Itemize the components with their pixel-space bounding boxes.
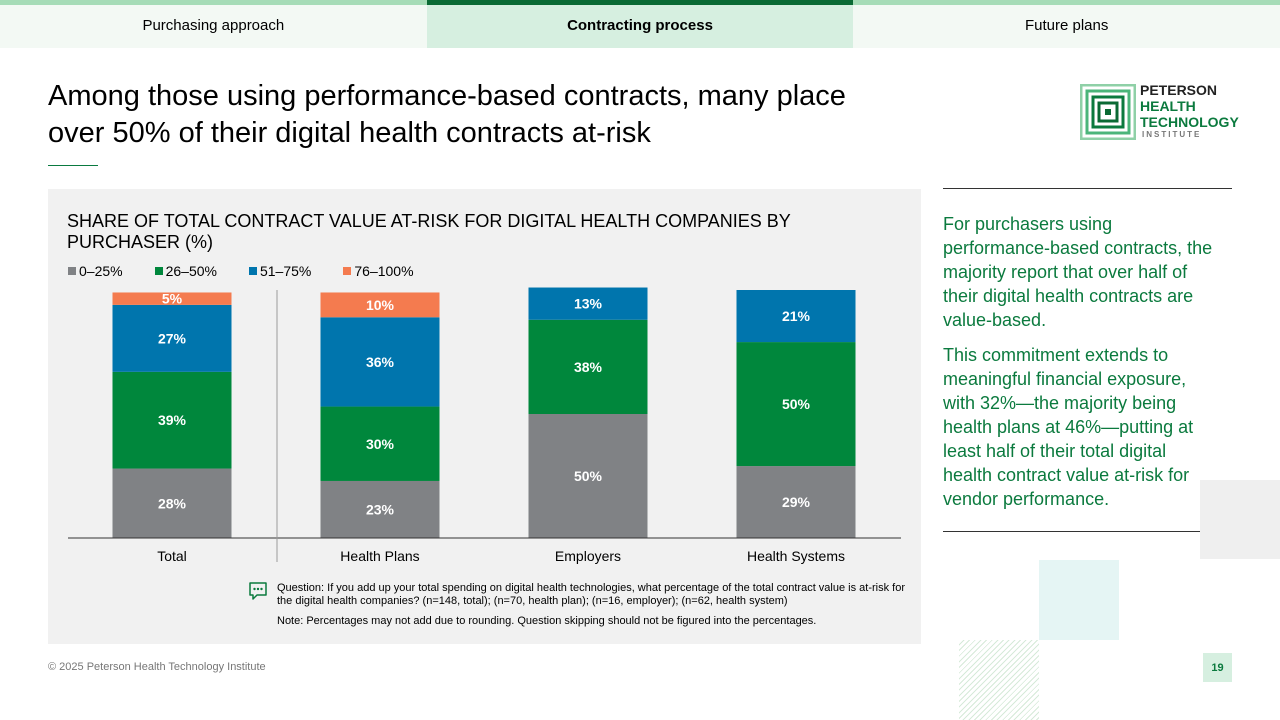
- page-number: 19: [1203, 653, 1232, 682]
- bar-label-0-3: 5%: [162, 291, 183, 307]
- logo-line-4: INSTITUTE: [1142, 130, 1202, 139]
- logo-wordmark: PETERSON HEALTH TECHNOLOGY INSTITUTE: [1140, 82, 1239, 140]
- bar-label-0-1: 39%: [158, 412, 187, 428]
- bar-2-2: [528, 287, 648, 320]
- bar-label-0-2: 27%: [158, 330, 187, 346]
- bar-0-0: [112, 468, 232, 538]
- logo-mark-icon: [1080, 84, 1136, 140]
- legend-label-0: 0–25%: [79, 263, 123, 279]
- logo-line-3: TECHNOLOGY: [1140, 114, 1239, 130]
- bar-2-0: [528, 414, 648, 538]
- bar-3-1: [736, 342, 856, 467]
- chart-panel: SHARE OF TOTAL CONTRACT VALUE AT-RISK FO…: [48, 189, 921, 644]
- legend-swatch-2: [248, 267, 257, 275]
- sidebar-commentary: For purchasers using performance-based c…: [943, 212, 1213, 522]
- bar-1-3: [320, 292, 440, 318]
- legend-item-2: 51–75%: [248, 263, 312, 279]
- bar-label-2-0: 50%: [574, 468, 603, 484]
- category-label-2: Employers: [555, 548, 621, 564]
- sidebar-rule-top: [943, 188, 1232, 189]
- bar-1-1: [320, 406, 440, 481]
- bar-label-2-2: 13%: [574, 296, 603, 312]
- bar-label-3-0: 29%: [782, 494, 811, 510]
- bar-1-2: [320, 317, 440, 407]
- decor-hatched-square: [959, 640, 1039, 720]
- legend-swatch-3: [343, 267, 352, 275]
- bar-label-2-1: 38%: [574, 359, 603, 375]
- decor-gray-square: [1200, 480, 1280, 559]
- phti-logo: PETERSON HEALTH TECHNOLOGY INSTITUTE: [1080, 82, 1240, 142]
- logo-line-2: HEALTH: [1140, 98, 1196, 114]
- category-label-3: Health Systems: [747, 548, 845, 564]
- bar-label-0-0: 28%: [158, 495, 187, 511]
- page-title: Among those using performance-based cont…: [48, 80, 846, 149]
- bar-0-1: [112, 371, 232, 469]
- bar-1-0: [320, 480, 440, 538]
- chart-legend: 0–25% 26–50% 51–75% 76–100%: [68, 263, 446, 279]
- bar-0-3: [112, 292, 232, 305]
- bar-label-1-0: 23%: [366, 501, 395, 517]
- bar-3-2: [736, 290, 856, 343]
- chart-title: SHARE OF TOTAL CONTRACT VALUE AT-RISK FO…: [67, 211, 791, 252]
- tab-contracting-process[interactable]: Contracting process: [426, 0, 854, 48]
- sidebar-rule-bottom: [943, 531, 1232, 532]
- tab-future-plans[interactable]: Future plans: [853, 0, 1280, 48]
- bar-3-0: [736, 466, 856, 538]
- legend-label-1: 26–50%: [165, 263, 217, 279]
- sidebar-paragraph-1: For purchasers using performance-based c…: [943, 214, 1213, 330]
- section-tabs: Purchasing approach Contracting process …: [0, 0, 1280, 48]
- title-underline: [48, 165, 98, 166]
- speech-bubble-icon: [249, 582, 267, 600]
- decor-teal-square: [1039, 560, 1119, 640]
- legend-swatch-1: [154, 267, 163, 275]
- stacked-bar-chart: 28% 39% 27% 5% Total 23% 30% 36% 10% Health Plans…: [68, 287, 901, 564]
- bar-label-1-1: 30%: [366, 436, 395, 452]
- sidebar-paragraph-2: This commitment extends to meaningful fi…: [943, 345, 1194, 509]
- bar-0-2: [112, 304, 232, 372]
- legend-label-2: 51–75%: [259, 263, 312, 279]
- survey-question: Question: If you add up your total spend…: [277, 582, 905, 607]
- category-label-1: Health Plans: [340, 548, 419, 564]
- bar-label-1-3: 10%: [366, 297, 395, 313]
- legend-item-3: 76–100%: [343, 263, 414, 279]
- rounding-note: Note: Percentages may not add due to rou…: [277, 615, 817, 627]
- copyright: © 2025 Peterson Health Technology Instit…: [48, 661, 266, 673]
- legend-item-1: 26–50%: [154, 263, 217, 279]
- legend-label-3: 76–100%: [354, 263, 414, 279]
- bar-label-3-2: 21%: [782, 308, 811, 324]
- logo-line-1: PETERSON: [1140, 82, 1218, 98]
- bar-label-3-1: 50%: [782, 396, 811, 412]
- bar-2-1: [528, 319, 648, 414]
- tab-purchasing-approach[interactable]: Purchasing approach: [0, 0, 427, 48]
- legend-swatch-0: [68, 267, 76, 275]
- category-label-0: Total: [157, 548, 187, 564]
- legend-item-0: 0–25%: [68, 263, 123, 279]
- bar-label-1-2: 36%: [366, 354, 395, 370]
